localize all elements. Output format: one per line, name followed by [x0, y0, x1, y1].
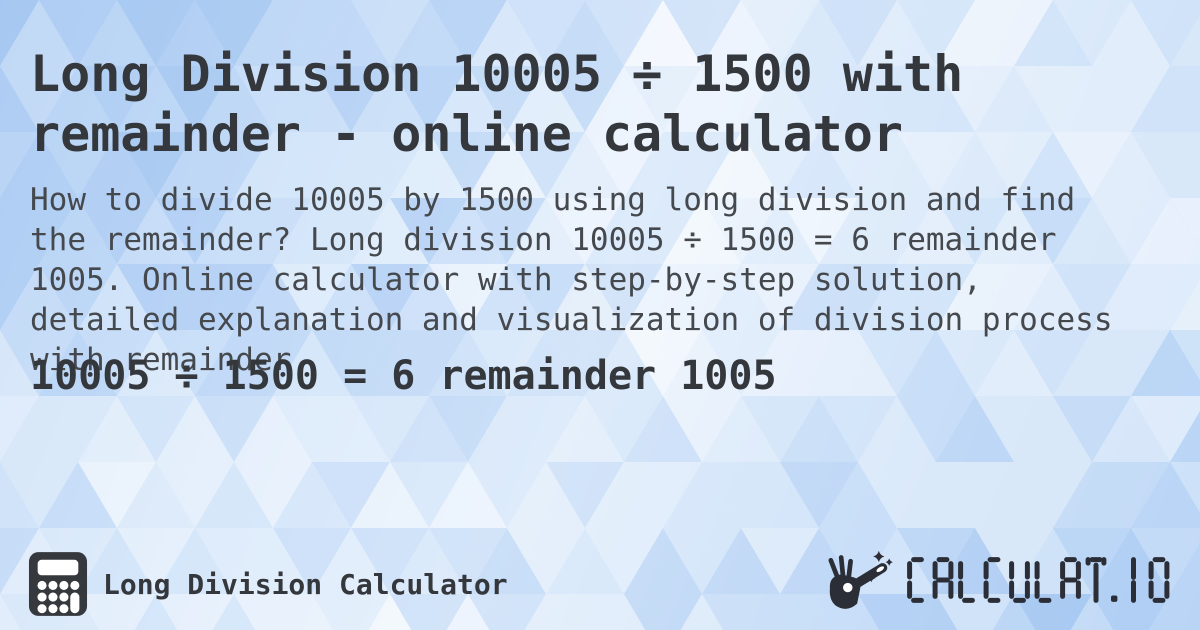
- division-result: 10005 ÷ 1500 = 6 remainder 1005: [30, 353, 777, 399]
- site-name: Long Division Calculator: [103, 567, 508, 601]
- site-branding: Long Division Calculator: [28, 551, 508, 617]
- magic-wand-icon: [828, 550, 893, 609]
- logo-wordmark: [907, 557, 1170, 603]
- page-description: How to divide 10005 by 1500 using long d…: [30, 182, 1113, 378]
- page-title: Long Division 10005 ÷ 1500 with remainde…: [30, 45, 964, 163]
- calculator-icon: [28, 552, 88, 616]
- calculatio-logo: [822, 549, 1174, 613]
